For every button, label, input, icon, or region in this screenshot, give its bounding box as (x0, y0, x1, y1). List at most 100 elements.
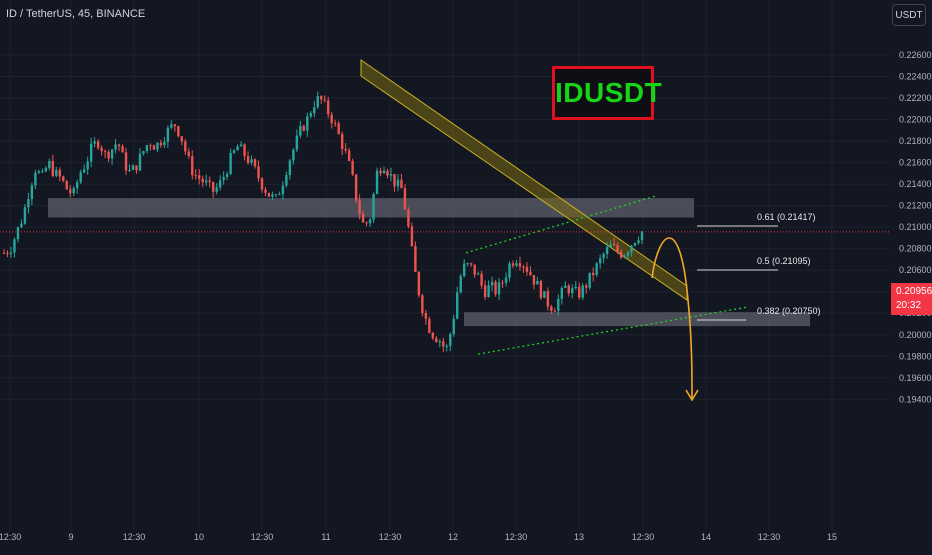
candle-body (428, 318, 431, 333)
candle-body (602, 254, 605, 259)
candle-body (156, 142, 159, 150)
candle-body (571, 288, 574, 294)
candle-body (619, 251, 623, 258)
candle-body (128, 169, 131, 171)
candle-body (76, 182, 79, 189)
candle-body (334, 123, 337, 125)
candle-body (194, 175, 197, 177)
candle-body (246, 156, 250, 163)
candle-body (187, 151, 190, 157)
x-tick-label: 12 (448, 532, 458, 542)
candle-body (302, 125, 306, 131)
candle-body (48, 160, 51, 169)
candle-body (184, 141, 187, 152)
candle-body (320, 96, 323, 100)
y-tick-label: 0.22000 (899, 115, 932, 125)
candle-body (633, 242, 637, 246)
candle-body (278, 194, 281, 196)
candle-body (546, 291, 550, 307)
rising-channel (465, 195, 749, 355)
trend-band-fill (360, 59, 688, 301)
candle-body (487, 285, 490, 298)
candle-body (344, 148, 347, 151)
candle-body (274, 194, 278, 196)
y-tick-label: 0.21400 (899, 179, 932, 189)
candle-body (309, 113, 312, 117)
candle-body (170, 124, 173, 128)
candle-body (578, 286, 581, 298)
candle-body (34, 172, 37, 186)
y-tick-label: 0.22600 (899, 50, 932, 60)
candle-body (82, 169, 86, 173)
x-tick-label: 11 (321, 532, 330, 542)
candle-body (145, 145, 149, 152)
candle-body (452, 318, 455, 335)
x-tick-label: 14 (701, 532, 711, 542)
zone-2 (464, 312, 810, 327)
candle-body (459, 276, 462, 293)
candle-body (396, 179, 400, 187)
candle-body (323, 99, 326, 101)
candle-body (13, 239, 16, 253)
candle-body (386, 170, 389, 176)
candle-body (121, 146, 124, 153)
candle-body (508, 263, 511, 278)
candle-body (131, 165, 135, 170)
candle-body (30, 185, 34, 199)
candle-body (163, 141, 166, 146)
x-tick-label: 12:30 (758, 532, 781, 542)
x-tick-label: 10 (194, 532, 204, 542)
candle-body (103, 151, 107, 153)
candle-body (316, 96, 319, 108)
current-price-tag: 0.20956 20:32 (891, 283, 932, 315)
candle-body (299, 125, 302, 136)
time-axis: 12:30 9 12:30 10 12:30 11 12:30 12 12:30 13 12:30 1… (0, 532, 837, 542)
candle-body (337, 123, 340, 135)
bar-countdown: 20:32 (896, 300, 922, 311)
currency-button[interactable]: USDT (892, 4, 926, 26)
y-tick-label: 0.22200 (899, 93, 932, 103)
channel-upper-line (465, 195, 657, 254)
candle-body (135, 165, 138, 171)
candle-body (264, 189, 267, 193)
candle-body (117, 144, 121, 147)
candle-body (250, 159, 253, 163)
candle-body (393, 173, 396, 187)
candle-body (208, 180, 211, 183)
x-tick-label: 12:30 (632, 532, 655, 542)
candle-body (407, 209, 410, 227)
candle-body (379, 170, 382, 174)
candle-body (417, 271, 421, 296)
candle-body (609, 244, 612, 248)
candle-body (553, 310, 557, 312)
candle-body (522, 266, 525, 268)
candle-body (225, 173, 229, 178)
candle-body (79, 172, 82, 183)
candle-body (595, 263, 598, 276)
candle-body (107, 151, 110, 159)
candle-body (438, 341, 441, 343)
symbol-title: ID / TetherUS, 45, BINANCE (6, 8, 146, 20)
candle-body (511, 263, 515, 266)
candle-body (166, 127, 170, 142)
candle-body (114, 144, 117, 150)
candle-body (612, 244, 616, 246)
candle-body (152, 145, 156, 150)
candle-body (267, 192, 271, 197)
candle-body (173, 124, 177, 127)
candle-body (218, 180, 222, 188)
arrow-head-icon (685, 389, 699, 402)
grid (0, 0, 890, 530)
candle-body (424, 313, 428, 319)
candle-body (539, 280, 543, 298)
candle-body (239, 144, 243, 147)
x-tick-label: 13 (574, 532, 584, 542)
candle-body (142, 151, 145, 154)
price-zones (48, 198, 810, 327)
candle-body (20, 223, 23, 228)
zone-1 (48, 198, 694, 218)
candle-body (560, 288, 564, 299)
candle-body (124, 152, 128, 171)
